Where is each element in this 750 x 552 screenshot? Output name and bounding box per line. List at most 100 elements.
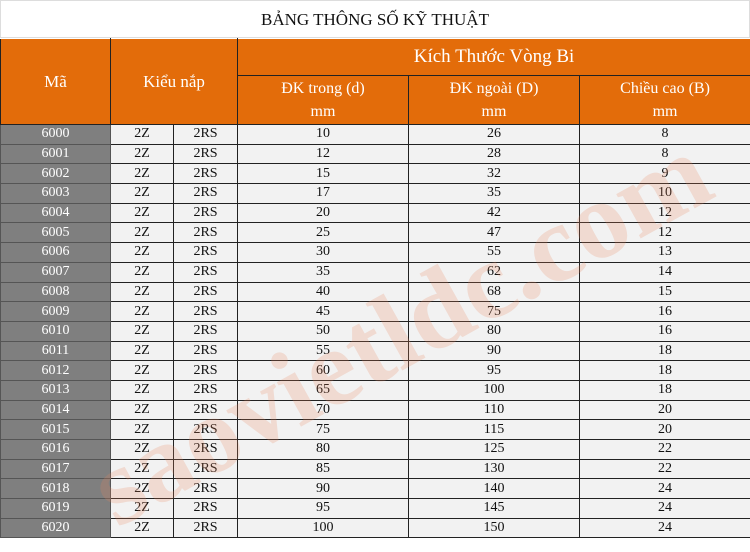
cell-code: 6013	[1, 380, 111, 400]
cell-cap-2z: 2Z	[111, 125, 174, 145]
cell-outer-diameter: 115	[409, 420, 580, 440]
cell-code: 6015	[1, 420, 111, 440]
cell-code: 6000	[1, 125, 111, 145]
cell-cap-2rs: 2RS	[174, 420, 238, 440]
cell-cap-2z: 2Z	[111, 400, 174, 420]
cell-inner-diameter: 20	[238, 203, 409, 223]
header-height: Chiều cao (B)mm	[580, 76, 750, 125]
cell-cap-2rs: 2RS	[174, 499, 238, 519]
cell-outer-diameter: 95	[409, 361, 580, 381]
cell-cap-2rs: 2RS	[174, 321, 238, 341]
cell-inner-diameter: 55	[238, 341, 409, 361]
cell-code: 6019	[1, 499, 111, 519]
cell-height: 9	[580, 164, 750, 184]
header-dimensions: Kích Thước Vòng Bi	[238, 39, 750, 76]
cell-outer-diameter: 55	[409, 243, 580, 263]
cell-code: 6004	[1, 203, 111, 223]
cell-cap-2rs: 2RS	[174, 518, 238, 538]
header-outer-unit: mm	[482, 103, 507, 120]
cell-outer-diameter: 90	[409, 341, 580, 361]
cell-height: 24	[580, 499, 750, 519]
cell-code: 6017	[1, 459, 111, 479]
cell-inner-diameter: 70	[238, 400, 409, 420]
cell-outer-diameter: 35	[409, 184, 580, 204]
cell-height: 18	[580, 341, 750, 361]
cell-height: 10	[580, 184, 750, 204]
cell-inner-diameter: 95	[238, 499, 409, 519]
cell-outer-diameter: 68	[409, 282, 580, 302]
cell-outer-diameter: 47	[409, 223, 580, 243]
header-outer-label: ĐK ngoài (D)	[450, 80, 539, 97]
cell-height: 22	[580, 459, 750, 479]
cell-code: 6007	[1, 262, 111, 282]
cell-height: 13	[580, 243, 750, 263]
cell-code: 6014	[1, 400, 111, 420]
cell-cap-2z: 2Z	[111, 499, 174, 519]
cell-outer-diameter: 140	[409, 479, 580, 499]
cell-cap-2rs: 2RS	[174, 400, 238, 420]
cell-outer-diameter: 110	[409, 400, 580, 420]
header-inner-unit: mm	[311, 103, 336, 120]
header-code: Mã	[1, 39, 111, 125]
cell-code: 6003	[1, 184, 111, 204]
cell-inner-diameter: 17	[238, 184, 409, 204]
cell-cap-2rs: 2RS	[174, 184, 238, 204]
cell-cap-2z: 2Z	[111, 302, 174, 322]
cell-inner-diameter: 40	[238, 282, 409, 302]
cell-code: 6012	[1, 361, 111, 381]
cell-height: 12	[580, 203, 750, 223]
cell-cap-2rs: 2RS	[174, 262, 238, 282]
cell-height: 8	[580, 144, 750, 164]
cell-height: 15	[580, 282, 750, 302]
cell-code: 6018	[1, 479, 111, 499]
cell-height: 20	[580, 420, 750, 440]
cell-cap-2z: 2Z	[111, 479, 174, 499]
cell-height: 16	[580, 321, 750, 341]
cell-code: 6009	[1, 302, 111, 322]
cell-cap-2rs: 2RS	[174, 203, 238, 223]
cell-outer-diameter: 130	[409, 459, 580, 479]
cell-cap-2rs: 2RS	[174, 144, 238, 164]
cell-cap-2z: 2Z	[111, 282, 174, 302]
cell-code: 6006	[1, 243, 111, 263]
cell-cap-2z: 2Z	[111, 380, 174, 400]
cell-height: 24	[580, 479, 750, 499]
page-title: BẢNG THÔNG SỐ KỸ THUẬT	[0, 0, 750, 38]
cell-inner-diameter: 45	[238, 302, 409, 322]
cell-height: 18	[580, 380, 750, 400]
cell-cap-2z: 2Z	[111, 440, 174, 460]
cell-outer-diameter: 80	[409, 321, 580, 341]
cell-inner-diameter: 15	[238, 164, 409, 184]
cell-cap-2rs: 2RS	[174, 223, 238, 243]
cell-cap-2rs: 2RS	[174, 459, 238, 479]
cell-cap-2rs: 2RS	[174, 380, 238, 400]
cell-height: 14	[580, 262, 750, 282]
cell-height: 22	[580, 440, 750, 460]
header-height-unit: mm	[653, 103, 678, 120]
cell-inner-diameter: 10	[238, 125, 409, 145]
cell-cap-2rs: 2RS	[174, 243, 238, 263]
cell-code: 6002	[1, 164, 111, 184]
cell-height: 12	[580, 223, 750, 243]
cell-cap-2z: 2Z	[111, 184, 174, 204]
cell-outer-diameter: 150	[409, 518, 580, 538]
cell-height: 16	[580, 302, 750, 322]
cell-inner-diameter: 90	[238, 479, 409, 499]
cell-cap-2z: 2Z	[111, 420, 174, 440]
cell-outer-diameter: 26	[409, 125, 580, 145]
cell-outer-diameter: 32	[409, 164, 580, 184]
